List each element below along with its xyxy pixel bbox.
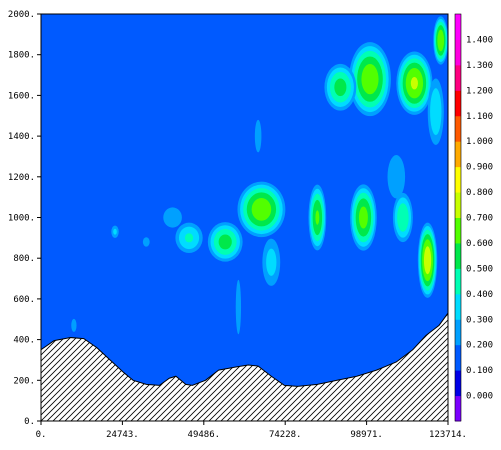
- y-tick-label: 1400.: [8, 132, 35, 142]
- contour-cell-14: [111, 225, 119, 238]
- colorbar-swatch: [455, 14, 461, 40]
- x-tick-label: 98971.: [350, 430, 383, 440]
- contour-band-0.2: [387, 155, 406, 199]
- contour-cell-9: [207, 222, 243, 262]
- contour-cell-5: [308, 184, 327, 251]
- colorbar-label: 0.200: [466, 341, 493, 351]
- colorbar-swatch: [455, 90, 461, 117]
- y-tick-label: 2000.: [8, 10, 35, 20]
- x-tick-label: 74228.: [269, 430, 302, 440]
- y-tick-label: 1800.: [8, 51, 35, 61]
- contour-cell-8: [417, 222, 438, 298]
- colorbar-swatch: [455, 64, 461, 91]
- colorbar-label: 0.000: [466, 392, 493, 402]
- colorbar-swatch: [455, 192, 461, 218]
- colorbar-label: 0.800: [466, 188, 493, 198]
- x-tick-label: 0.: [36, 430, 47, 440]
- contour-band-0.4: [184, 233, 194, 243]
- colorbar-swatch: [455, 39, 461, 66]
- contour-band-0.6: [251, 198, 272, 221]
- colorbar-swatch: [455, 115, 461, 142]
- contour-cell-10: [175, 222, 203, 254]
- colorbar-swatch: [455, 344, 461, 371]
- contour-cell-7: [392, 192, 413, 243]
- contour-band-0.3: [430, 88, 442, 136]
- colorbar-label: 0.300: [466, 315, 493, 325]
- x-axis: 0. 24743. 49486. 74228. 98971. 123714.: [36, 421, 467, 440]
- x-tick-label: 24743.: [106, 430, 139, 440]
- contour-cell-17: [387, 155, 406, 199]
- colorbar-swatch: [455, 395, 461, 422]
- contour-band-0.4: [397, 203, 409, 232]
- colorbar-swatch: [455, 293, 461, 320]
- colorbar-label: 1.300: [466, 61, 493, 71]
- contour-band-0.3: [113, 228, 117, 235]
- colorbar-swatch: [455, 319, 461, 346]
- colorbar-swatch: [455, 242, 461, 269]
- contour-band-0.6: [315, 210, 320, 225]
- colorbar-swatch: [455, 268, 461, 295]
- y-axis: 0. 200. 400. 600. 800. 1000. 1200. 1400. 1600. 18…: [8, 10, 41, 427]
- contour-band-0.7: [410, 76, 418, 90]
- contour-cell-3: [433, 16, 448, 65]
- plot-area: [41, 14, 448, 421]
- colorbar-swatch: [455, 217, 461, 244]
- colorbar-label: 1.100: [466, 112, 493, 122]
- colorbar-swatch: [455, 166, 461, 193]
- contour-cell-0: [396, 51, 433, 115]
- contour-cell-2: [324, 63, 357, 111]
- contour-band-0.5: [334, 78, 347, 97]
- y-tick-label: 1000.: [8, 214, 35, 224]
- colorbar-label: 0.400: [466, 290, 493, 300]
- contour-band-0.7: [423, 246, 432, 275]
- contour-band-0.2: [142, 237, 150, 247]
- contour-cell-12: [262, 238, 281, 286]
- colorbar-label: 0.600: [466, 239, 493, 249]
- y-tick-label: 1600.: [8, 91, 35, 101]
- y-tick-label: 1200.: [8, 173, 35, 183]
- colorbar-label: 1.200: [466, 86, 493, 96]
- colorbar-label: 0.100: [466, 366, 493, 376]
- colorbar-swatch: [455, 141, 461, 168]
- contour-band-0.2: [71, 318, 77, 332]
- colorbar-swatch: [455, 370, 461, 397]
- contour-cell-6: [350, 184, 377, 251]
- y-tick-label: 800.: [13, 254, 35, 264]
- colorbar-label: 0.500: [466, 264, 493, 274]
- contour-band-0.5: [218, 234, 232, 250]
- colorbar-frame: [454, 13, 462, 422]
- contour-cell-18: [427, 78, 444, 145]
- y-tick-label: 0.: [24, 417, 35, 427]
- contour-cell-13: [254, 119, 262, 153]
- contour-band-0.6: [437, 29, 445, 52]
- contour-band-0.2: [235, 279, 242, 335]
- contour-cell-1: [349, 42, 391, 117]
- y-tick-label: 200.: [13, 376, 35, 386]
- contour-fill-layers: [71, 16, 448, 335]
- contour-band-0.2: [163, 207, 182, 228]
- colorbar-label: 0.900: [466, 163, 493, 173]
- contour-cell-19: [71, 318, 77, 332]
- terrain-mask: [41, 312, 448, 421]
- contour-band-0.3: [266, 248, 277, 276]
- contour-cell-4: [237, 181, 286, 238]
- x-tick-label: 49486.: [188, 430, 221, 440]
- colorbar-label: 0.700: [466, 214, 493, 224]
- colorbar-label: 1.400: [466, 35, 493, 45]
- x-tick-label: 123714.: [429, 430, 467, 440]
- contour-cell-11: [163, 207, 182, 228]
- contour-band-0.6: [358, 206, 368, 229]
- contour-cell-15: [142, 237, 150, 247]
- colorbar: 0.000 0.100 0.200 0.300 0.400 0.500 0.600 0.700…: [454, 13, 493, 422]
- contour-band-0.2: [254, 119, 262, 153]
- y-tick-label: 600.: [13, 295, 35, 305]
- contour-band-0.6: [361, 64, 379, 95]
- y-tick-label: 400.: [13, 336, 35, 346]
- colorbar-label: 1.000: [466, 137, 493, 147]
- contour-cell-16: [235, 279, 242, 335]
